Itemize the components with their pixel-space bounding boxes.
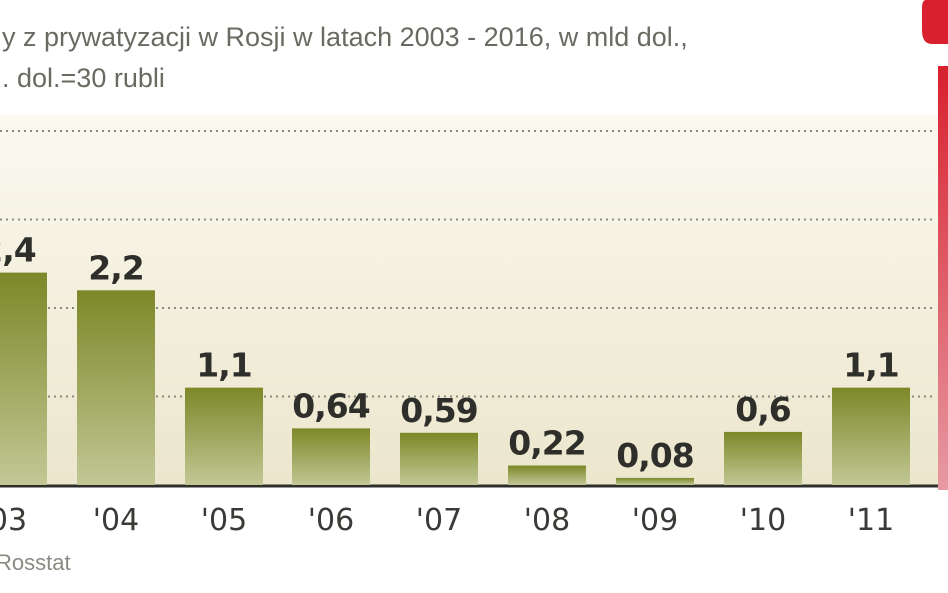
x-tick-label: '10	[740, 503, 786, 538]
value-label: 0,22	[508, 424, 585, 463]
bars-group	[0, 272, 910, 485]
x-tick-label: '09	[632, 503, 678, 538]
bar-11	[832, 387, 910, 485]
value-label: 0,64	[292, 386, 369, 425]
bar-08	[508, 465, 586, 485]
value-label: 1,1	[196, 346, 251, 385]
x-tick-label: 03	[0, 503, 27, 538]
plot-background	[0, 115, 948, 487]
value-label: 0,59	[400, 391, 477, 430]
x-tick-label: '07	[416, 503, 462, 538]
x-tick-label: '06	[308, 503, 354, 538]
bar-07	[400, 432, 478, 485]
value-label: 1,1	[843, 346, 898, 385]
value-label: 0,08	[616, 436, 693, 475]
tick-labels-group: 03 '04 '05 '06 '07 '08 '09 '10 '11	[0, 503, 894, 538]
bar-09	[616, 477, 694, 485]
bar-03	[0, 272, 47, 485]
value-labels-group: 2,4 2,2 1,1 0,64 0,59 0,22 0,08 0,6 1,1	[0, 231, 900, 475]
x-tick-label: '11	[848, 503, 894, 538]
source-label: Rosstat	[0, 550, 71, 575]
value-label: 2,2	[88, 248, 143, 287]
chart-title-line1: y z prywatyzacji w Rosji w latach 2003 -…	[2, 22, 688, 52]
value-label: 0,6	[735, 390, 790, 429]
bar-04	[77, 290, 155, 485]
x-tick-label: '08	[524, 503, 570, 538]
bar-10	[724, 431, 802, 485]
red-accent-logo	[922, 0, 948, 490]
value-label: 2,4	[0, 231, 36, 270]
x-tick-label: '05	[201, 503, 247, 538]
bar-06	[292, 428, 370, 485]
bar-05	[185, 387, 263, 485]
chart-title-line2: . dol.=30 rubli	[2, 63, 165, 93]
x-tick-label: '04	[93, 503, 139, 538]
